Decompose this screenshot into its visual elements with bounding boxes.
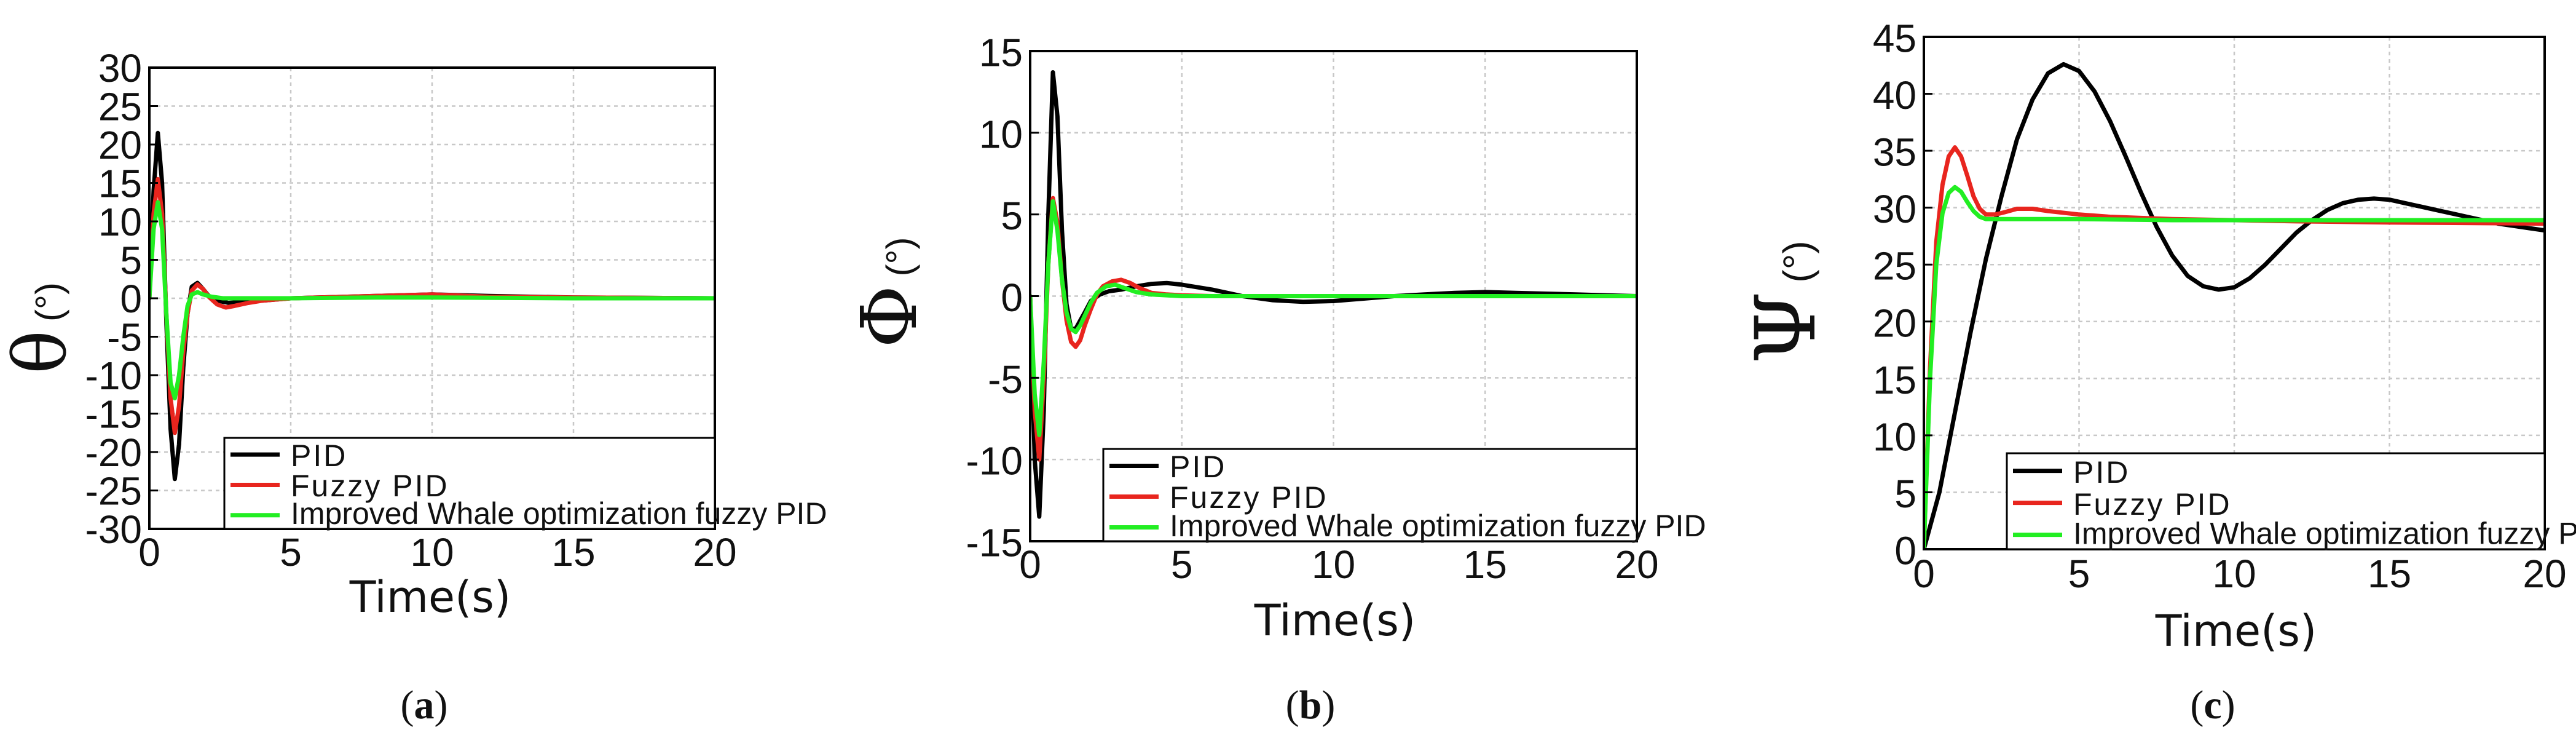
y-tick-label-b-0: -15 — [966, 520, 1023, 565]
legend-label-fuzzy-a: Fuzzy PID — [291, 469, 449, 503]
legend-label-fuzzy-c: Fuzzy PID — [2073, 487, 2232, 522]
y-axis-label-c: Ψ (°) — [1738, 240, 1834, 364]
y-tick-label-a-3: -15 — [85, 392, 143, 437]
x-tick-label-a-3: 15 — [551, 530, 595, 574]
gridlines-c — [1924, 37, 2545, 549]
y-tick-label-c-0: 0 — [1894, 528, 1916, 573]
series-lines-c — [1924, 62, 2545, 549]
y-tick-label-a-2: -20 — [85, 431, 143, 475]
legend-label-pid-b: PID — [1170, 450, 1226, 484]
x-tick-label-b-4: 20 — [1615, 542, 1658, 587]
y-tick-label-a-10: 20 — [98, 123, 142, 167]
y-tick-label-c-8: 40 — [1873, 73, 1916, 117]
y-axis-symbol-b: Φ — [845, 285, 934, 348]
y-tick-label-a-12: 30 — [98, 46, 142, 90]
panel-caption-b: (b) — [1286, 683, 1336, 728]
legend-label-iwo-b: Improved Whale optimization fuzzy PID — [1170, 509, 1706, 543]
x-tick-label-c-4: 20 — [2523, 552, 2566, 596]
y-tick-label-a-7: 5 — [120, 239, 142, 283]
series-line-iwo-b — [1030, 199, 1637, 437]
y-tick-label-a-0: -30 — [85, 507, 143, 552]
y-tick-label-b-5: 10 — [979, 112, 1023, 156]
panel-letter-b: b — [1299, 683, 1322, 728]
legend-label-fuzzy-b: Fuzzy PID — [1170, 480, 1328, 515]
y-tick-label-a-11: 25 — [98, 85, 142, 129]
y-tick-label-a-8: 10 — [98, 200, 142, 244]
y-axis-symbol-c: Ψ — [1738, 292, 1834, 364]
y-axis-label-b: Φ (°) — [845, 237, 934, 348]
y-tick-label-b-6: 15 — [979, 30, 1023, 74]
x-tick-label-a-1: 5 — [280, 530, 302, 574]
tick-labels-c: 0 5 10 15 20 0 5 10 15 20 25 30 35 40 45 — [1873, 16, 2567, 596]
y-tick-label-a-5: -5 — [107, 315, 142, 360]
y-axis-symbol-a: θ — [0, 330, 82, 374]
y-tick-label-a-1: -25 — [85, 469, 143, 514]
x-tick-label-b-1: 5 — [1171, 542, 1193, 587]
x-tick-label-a-0: 0 — [138, 530, 160, 574]
series-line-iwo-c — [1924, 185, 2545, 549]
legend-label-iwo-c: Improved Whale optimization fuzzy PID — [2073, 517, 2576, 551]
x-axis-label-c: Time(s) — [2155, 606, 2317, 656]
y-tick-label-c-9: 45 — [1873, 16, 1916, 60]
y-tick-label-b-3: 0 — [1001, 276, 1023, 320]
y-tick-label-c-7: 35 — [1873, 130, 1916, 175]
legend-a: PID Fuzzy PID Improved Whale optimizatio… — [223, 437, 827, 531]
x-axis-label-a: Time(s) — [349, 572, 511, 622]
y-tick-label-b-1: -10 — [966, 439, 1023, 483]
x-tick-label-c-2: 10 — [2212, 552, 2256, 596]
x-tick-label-b-3: 15 — [1463, 542, 1507, 587]
y-tick-label-c-6: 30 — [1873, 187, 1916, 231]
chart-panel-b: 0 5 10 15 20 -15 -10 -5 0 5 10 15 Time(s) Φ (°) PID … — [845, 30, 1706, 728]
y-tick-label-c-1: 5 — [1894, 472, 1916, 516]
legend-label-iwo-a: Improved Whale optimization fuzzy PID — [291, 496, 827, 531]
legend-box-a — [223, 437, 716, 530]
legend-label-pid-c: PID — [2073, 455, 2130, 490]
y-axis-label-a: θ (°) — [0, 282, 82, 374]
panel-caption-c: (c) — [2190, 683, 2235, 728]
x-tick-label-c-0: 0 — [1913, 552, 1935, 596]
x-axis-label-b: Time(s) — [1254, 595, 1416, 646]
series-lines-b — [1030, 70, 1637, 519]
x-tick-label-c-3: 15 — [2368, 552, 2411, 596]
y-tick-label-a-6: 0 — [120, 277, 142, 321]
y-tick-label-b-2: -5 — [988, 357, 1023, 402]
x-tick-label-a-4: 20 — [693, 530, 736, 574]
tick-labels-b: 0 5 10 15 20 -15 -10 -5 0 5 10 15 — [966, 30, 1659, 587]
y-tick-label-c-5: 25 — [1873, 244, 1916, 288]
panel-caption-a: (a) — [401, 683, 448, 728]
x-tick-label-a-2: 10 — [410, 530, 454, 574]
legend-box-c — [2006, 452, 2546, 550]
panel-letter-c: c — [2204, 683, 2221, 728]
y-axis-unit-b: (°) — [879, 237, 920, 277]
legend-c: PID Fuzzy PID Improved Whale optimizatio… — [2006, 452, 2576, 551]
y-tick-label-a-4: -10 — [85, 354, 143, 398]
series-line-pid-c — [1924, 62, 2545, 549]
y-tick-label-c-2: 10 — [1873, 415, 1916, 459]
series-line-iwo-a — [149, 200, 715, 400]
y-axis-unit-a: (°) — [28, 282, 69, 322]
legend-b: PID Fuzzy PID Improved Whale optimizatio… — [1102, 448, 1706, 543]
series-lines-a — [149, 130, 715, 482]
x-tick-label-b-0: 0 — [1019, 542, 1041, 587]
y-tick-label-c-4: 20 — [1873, 301, 1916, 345]
y-tick-label-b-4: 5 — [1001, 194, 1023, 238]
x-tick-label-c-1: 5 — [2068, 552, 2090, 596]
panel-letter-a: a — [414, 683, 435, 728]
x-tick-label-b-2: 10 — [1312, 542, 1355, 587]
series-line-pid-b — [1030, 70, 1637, 519]
legend-label-pid-a: PID — [291, 438, 347, 473]
y-tick-label-a-9: 15 — [98, 162, 142, 206]
y-tick-label-c-3: 15 — [1873, 358, 1916, 402]
legend-box-b — [1102, 448, 1638, 542]
y-axis-unit-c: (°) — [1775, 240, 1819, 282]
